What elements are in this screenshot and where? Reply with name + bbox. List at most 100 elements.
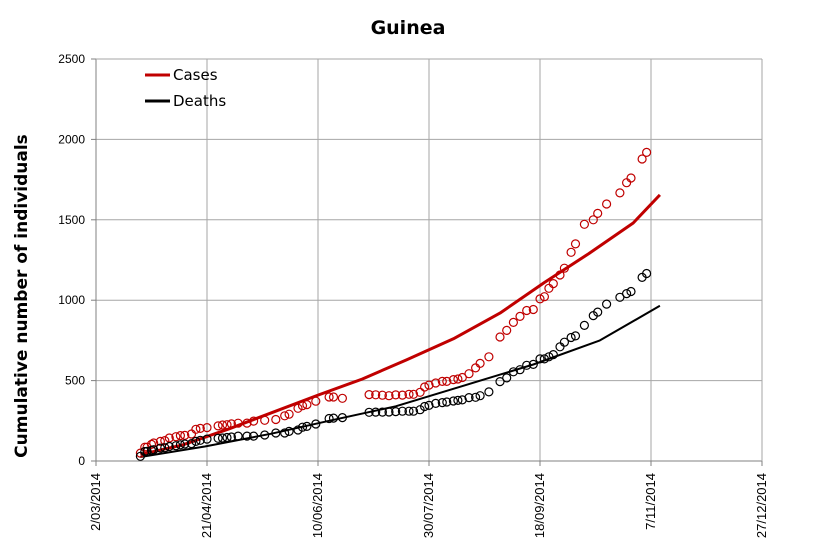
cases-data-point: [146, 439, 157, 449]
x-tick-label: 27/12/2014: [754, 473, 769, 538]
cases-data-point: [588, 215, 598, 225]
cases-data-point: [242, 418, 252, 428]
cases-data-point: [559, 263, 570, 273]
y-tick-label: 2500: [58, 52, 85, 66]
deaths-data-point: [217, 433, 228, 443]
cases-data-point: [566, 247, 576, 257]
cases-data-point: [626, 173, 636, 183]
deaths-data-point: [431, 398, 441, 408]
cases-data-point: [213, 421, 223, 431]
deaths-data-point: [222, 432, 232, 443]
cases-data-point: [260, 415, 270, 425]
cases-data-point: [484, 352, 494, 362]
x-tick-label: 21/04/2014: [199, 473, 214, 538]
cases-data-point: [641, 147, 652, 157]
cases-data-point: [548, 279, 558, 289]
deaths-data-point: [484, 387, 494, 397]
deaths-data-point: [324, 413, 334, 424]
cases-data-point: [424, 380, 434, 390]
cases-data-point: [453, 374, 463, 384]
y-tick-label: 1000: [58, 293, 85, 307]
cases-data-point: [180, 430, 190, 440]
x-tick-label: 30/07/2014: [421, 473, 436, 538]
deaths-data-point: [579, 320, 590, 330]
deaths-data-point: [149, 445, 159, 455]
cases-data-point: [535, 294, 545, 304]
x-tick-label: 2/03/2014: [88, 473, 103, 531]
deaths-data-point: [528, 359, 538, 369]
deaths-data-point: [601, 299, 612, 309]
cases-data-point: [271, 414, 281, 425]
deaths-data-point: [297, 422, 308, 432]
deaths-data-point: [448, 396, 458, 406]
cases-data-point: [615, 188, 625, 198]
cases-data-point: [371, 390, 381, 400]
cases-data-point: [502, 325, 512, 335]
cases-data-point: [217, 420, 228, 430]
cases-data-point: [420, 382, 430, 392]
deaths-data-point: [280, 428, 290, 438]
cases-data-point: [302, 400, 312, 410]
deaths-data-point: [544, 352, 554, 362]
deaths-data-point: [213, 433, 223, 443]
cases-data-point: [337, 393, 347, 403]
axes: [91, 58, 763, 466]
x-tick-label: 18/09/2014: [532, 473, 547, 538]
cases-data-point: [593, 208, 603, 218]
cases-data-point: [508, 317, 519, 327]
cases-model-line: [140, 193, 661, 457]
cases-data-point: [475, 358, 485, 368]
cases-data-point: [175, 431, 185, 441]
legend-label-deaths: Deaths: [173, 92, 226, 110]
y-tick-label: 0: [78, 454, 85, 468]
deaths-data-point: [535, 354, 545, 364]
deaths-data-point: [442, 397, 452, 407]
cases-data-point: [448, 375, 458, 385]
cases-data-point: [637, 154, 647, 164]
y-axis-label: Cumulative number of individuals: [12, 134, 32, 458]
deaths-data-point: [453, 395, 463, 405]
cases-data-point: [404, 389, 414, 399]
deaths-data-point: [384, 407, 394, 417]
cases-data-point: [377, 390, 387, 400]
cases-data-point: [495, 332, 505, 342]
deaths-data-point: [404, 406, 414, 416]
plot-area: [135, 147, 661, 461]
legend: Cases Deaths: [145, 66, 226, 110]
deaths-data-point: [164, 441, 174, 452]
cases-data-point: [621, 178, 632, 188]
x-tick-label: 7/11/2014: [643, 473, 658, 530]
deaths-data-point: [464, 393, 474, 403]
deaths-data-point: [408, 406, 419, 416]
deaths-data-point: [175, 440, 185, 450]
cases-data-point: [284, 409, 294, 419]
cases-data-point: [311, 396, 321, 406]
cases-data-point: [226, 419, 236, 429]
deaths-data-point: [328, 413, 339, 423]
deaths-data-point: [555, 342, 565, 352]
cases-data-point: [555, 270, 565, 280]
grid-lines: [96, 58, 763, 461]
cases-data-point: [415, 387, 425, 397]
cases-data-point: [579, 219, 590, 229]
cases-data-point: [384, 391, 394, 401]
cases-data-point: [457, 372, 467, 383]
cases-data-point: [202, 423, 212, 433]
deaths-data-point: [242, 431, 252, 441]
deaths-data-point: [391, 407, 401, 417]
cases-data-point: [249, 416, 259, 426]
deaths-data-point: [195, 435, 205, 445]
cases-data-point: [539, 292, 550, 302]
cases-data-point: [160, 436, 170, 446]
cases-data-point: [431, 378, 441, 388]
cases-data-point: [442, 376, 452, 386]
cases-data-point: [471, 363, 481, 373]
deaths-data-point: [475, 391, 485, 401]
deaths-model-line: [140, 304, 661, 458]
deaths-data-point: [621, 289, 632, 299]
deaths-data-point: [364, 407, 374, 417]
deaths-data-point: [570, 331, 581, 341]
cases-data-point: [280, 411, 290, 421]
deaths-data-point: [233, 431, 243, 441]
